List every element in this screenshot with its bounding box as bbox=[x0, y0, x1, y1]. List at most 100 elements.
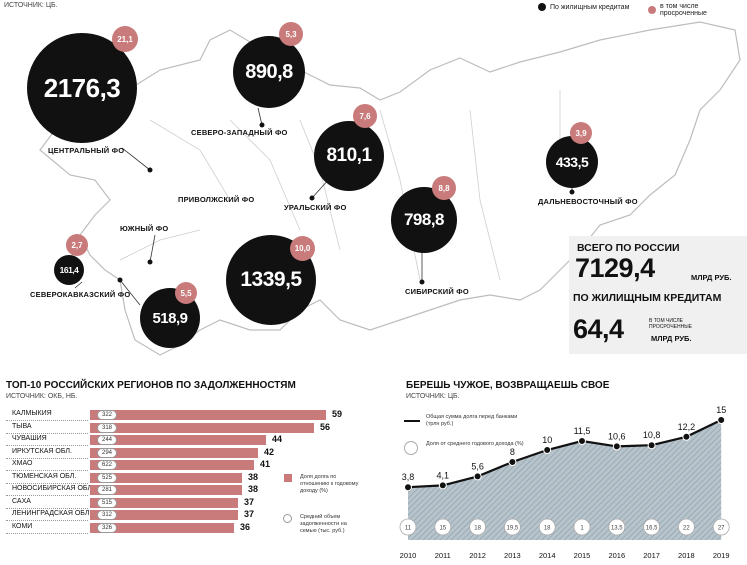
legend-overdue: в том числе просроченные bbox=[648, 3, 747, 17]
top10-income-label: 515 bbox=[97, 497, 117, 508]
top10-income-label: 326 bbox=[97, 522, 117, 533]
top10-bar bbox=[90, 422, 314, 433]
line-value-label: 8 bbox=[510, 447, 515, 457]
top10-bar bbox=[90, 435, 266, 445]
label-ncauc: СЕВЕРОКАВКАЗСКИЙ ФО bbox=[30, 290, 131, 299]
line-point bbox=[473, 472, 482, 481]
top10-row-divider bbox=[6, 470, 88, 471]
top10-income-label: 525 bbox=[97, 472, 117, 483]
line-year-label: 2014 bbox=[539, 551, 556, 560]
line-share-label: 18 bbox=[474, 526, 481, 532]
top10-category: КОМИ bbox=[12, 522, 33, 530]
top10-income-label: 312 bbox=[97, 510, 117, 520]
top10-category: ТЫВА bbox=[12, 422, 32, 430]
top10-value-label: 38 bbox=[248, 484, 259, 494]
legend-main-label: По жилищным кредитам bbox=[550, 3, 630, 11]
legend-pink-dot bbox=[648, 6, 656, 14]
line-point bbox=[543, 446, 552, 454]
top10-row-divider bbox=[6, 432, 88, 434]
top10-value-label: 42 bbox=[264, 446, 275, 457]
line-value-label: 15 bbox=[716, 405, 726, 415]
line-share-circle bbox=[538, 518, 556, 536]
line-year-label: 2013 bbox=[504, 551, 521, 560]
top10-category: НОВОСИБИРСКАЯ ОБЛ. bbox=[12, 485, 95, 492]
top10-title: ТОП-10 РОССИЙСКИХ РЕГИОНОВ ПО ЗАДОЛЖЕННО… bbox=[6, 380, 296, 391]
top10-bar bbox=[90, 410, 326, 420]
map-area: ИСТОЧНИК: ЦБ. По жилищным кредитам в том… bbox=[4, 2, 747, 356]
line-share-label: 11 bbox=[405, 526, 412, 532]
totals-note: В ТОМ ЧИСЛЕ ПРОСРОЧЕННЫЕ bbox=[649, 318, 692, 330]
top10-row-divider bbox=[6, 457, 88, 459]
totals-panel: ВСЕГО ПО РОССИИ 7129,4 МЛРД РУБ. ПО ЖИЛИ… bbox=[569, 236, 747, 354]
label-volga: ПРИВОЛЖСКИЙ ФО bbox=[178, 195, 255, 204]
line-share-circle bbox=[712, 518, 730, 536]
line-legend-swatch bbox=[404, 420, 420, 422]
bubble-siberia-overdue: 8,8 bbox=[432, 176, 456, 200]
top10-row-divider bbox=[6, 445, 88, 446]
line-legend-circle bbox=[404, 441, 418, 455]
top10-value-label: 56 bbox=[320, 421, 331, 432]
top10-category: ЧУВАШИЯ bbox=[12, 435, 47, 442]
bubble-ural-overdue: 7,6 bbox=[353, 104, 377, 128]
top10-income-label: 318 bbox=[97, 422, 117, 433]
bubble-northwest-overdue: 5,3 bbox=[279, 22, 303, 46]
line-title: БЕРЕШЬ ЧУЖОЕ, ВОЗВРАЩАЕШЬ СВОЕ bbox=[406, 380, 610, 391]
top10-value-label: 36 bbox=[240, 521, 251, 532]
line-year-label: 2018 bbox=[678, 551, 695, 560]
line-year-label: 2012 bbox=[469, 551, 486, 560]
line-share-circle bbox=[573, 518, 591, 536]
top10-category: ХМАО bbox=[12, 460, 33, 467]
line-point bbox=[647, 441, 656, 450]
label-south: ЮЖНЫЙ ФО bbox=[120, 224, 169, 233]
top-source: ИСТОЧНИК: ЦБ. bbox=[4, 2, 58, 9]
line-value-label: 4,1 bbox=[437, 470, 450, 480]
bubble-south-overdue: 5,5 bbox=[175, 282, 197, 304]
line-share-circle bbox=[608, 518, 626, 536]
line-legend-line: Общая сумма долга перед банками (трлн ру… bbox=[426, 414, 518, 427]
line-point bbox=[404, 483, 412, 492]
totals-line1: ВСЕГО ПО РОССИИ bbox=[577, 242, 680, 254]
top10-row-divider bbox=[6, 495, 88, 496]
top10-value-label: 37 bbox=[244, 496, 255, 507]
line-point bbox=[682, 432, 691, 441]
line-value-label: 12,2 bbox=[678, 422, 696, 432]
top10-legend-circle bbox=[283, 514, 292, 523]
line-series bbox=[407, 419, 722, 489]
top10-bar bbox=[90, 460, 254, 470]
line-share-label: 15 bbox=[439, 526, 446, 532]
line-share-circle bbox=[469, 518, 486, 536]
legend-main: По жилищным кредитам bbox=[538, 3, 629, 11]
line-share-label: 16,5 bbox=[646, 526, 658, 532]
line-value-label: 11,5 bbox=[574, 426, 591, 436]
top10-row-divider bbox=[6, 507, 88, 509]
line-value-label: 3,8 bbox=[402, 472, 415, 482]
russia-map bbox=[39, 21, 741, 356]
top10-bar bbox=[90, 485, 242, 495]
top10-bar bbox=[90, 510, 238, 520]
line-point bbox=[438, 481, 447, 490]
line-year-label: 2015 bbox=[574, 551, 591, 560]
top10-category: ЛЕНИНГРАДСКАЯ ОБЛ. bbox=[12, 510, 92, 517]
line-legend-share: Доля от среднего годового дохода (%) bbox=[426, 441, 524, 447]
top10-source: ИСТОЧНИК: ОКБ, НБ. bbox=[6, 393, 78, 400]
top10-chart: КАЛМЫКИЯ 322 59 ТЫВА 318 56 ЧУВАШИЯ 244 44 ИРКУТС… bbox=[0, 405, 380, 565]
top10-income-label: 281 bbox=[97, 485, 117, 495]
line-point bbox=[578, 437, 586, 445]
label-ural: УРАЛЬСКИЙ ФО bbox=[284, 203, 347, 212]
line-share-circle bbox=[399, 518, 417, 536]
line-year-label: 2017 bbox=[643, 551, 660, 560]
top10-income-label: 322 bbox=[97, 410, 117, 420]
russia-map-shape bbox=[39, 21, 741, 356]
bubble-central-overdue: 21,1 bbox=[112, 26, 138, 52]
totals-line2: ПО ЖИЛИЩНЫМ КРЕДИТАМ bbox=[573, 292, 722, 304]
top10-row-divider bbox=[6, 532, 88, 534]
top10-value-label: 38 bbox=[248, 471, 259, 482]
bubble-northwest: 890,8 bbox=[233, 36, 305, 108]
line-value-label: 10,8 bbox=[643, 430, 661, 440]
top10-legend-income: Средний объем задолженности на семью (ты… bbox=[300, 514, 347, 534]
line-point bbox=[612, 442, 621, 451]
line-share-circle bbox=[643, 518, 661, 536]
label-fareast: ДАЛЬНЕВОСТОЧНЫЙ ФО bbox=[538, 197, 638, 206]
top10-category: ТЮМЕНСКАЯ ОБЛ. bbox=[12, 472, 77, 480]
top10-legend-swatch bbox=[284, 474, 292, 482]
